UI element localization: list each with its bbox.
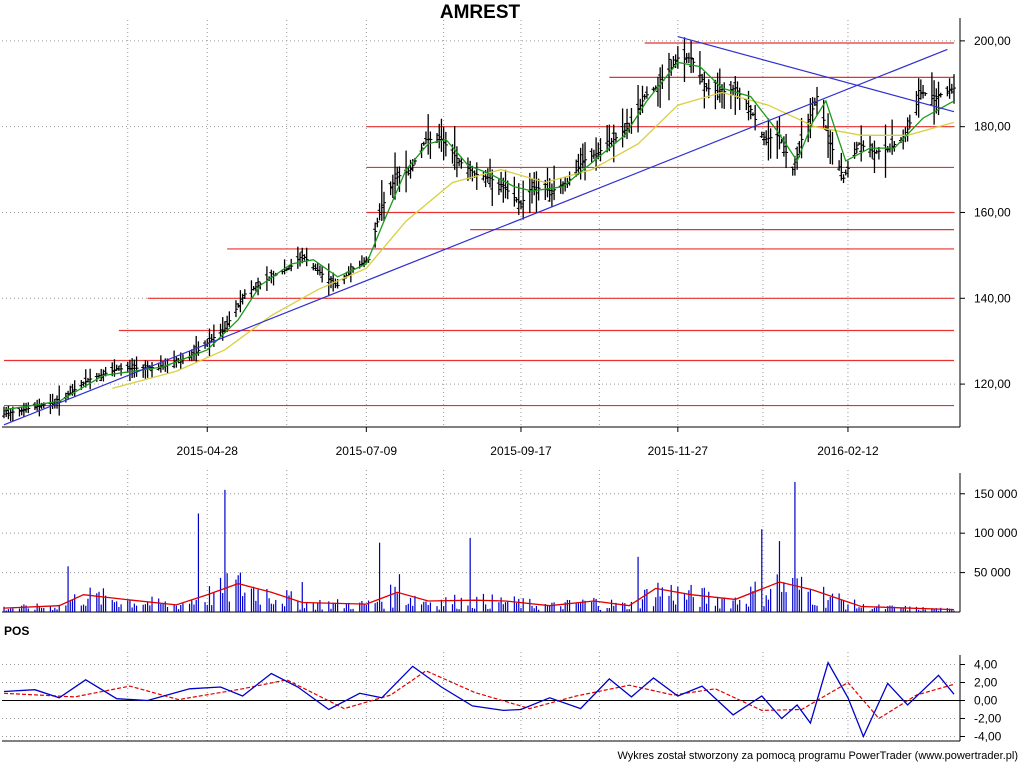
price-x-tick-label: 2015-09-17	[490, 444, 552, 458]
pos-panel-label: POS	[4, 624, 30, 638]
pos-y-tick-label: 4,00	[974, 658, 998, 672]
price-y-tick-label: 200,00	[974, 34, 1011, 48]
volume-y-tick-label: 50 000	[974, 566, 1011, 580]
pos-panel: -4,00 -2,00 0,00 2,00 4,00	[2, 652, 1002, 744]
pos-y-tick-label: 2,00	[974, 676, 998, 690]
chart-title: AMREST	[439, 2, 521, 23]
pos-y-tick-label: -4,00	[974, 730, 1002, 744]
price-x-tick-label: 2015-11-27	[648, 444, 709, 458]
moving-average-long	[112, 91, 955, 390]
pos-y-tick-label: 0,00	[974, 694, 998, 708]
price-x-tick-label: 2015-04-28	[177, 444, 239, 458]
price-x-tick-label: 2015-07-09	[336, 444, 398, 458]
volume-y-tick-label: 150 000	[974, 487, 1018, 501]
pos-oscillator-line	[3, 661, 955, 739]
pos-signal-line	[3, 670, 955, 720]
price-y-tick-label: 180,00	[974, 120, 1011, 134]
price-y-tick-label: 160,00	[974, 205, 1011, 219]
footer-credit: Wykres został stworzony za pomocą progra…	[617, 750, 1018, 762]
pos-y-tick-label: -2,00	[974, 712, 1002, 726]
volume-panel: 50 000 100 000 150 000	[2, 470, 1018, 613]
trend-line	[3, 48, 948, 426]
price-y-tick-label: 120,00	[974, 377, 1011, 391]
price-y-tick-label: 140,00	[974, 291, 1011, 305]
moving-average-short	[3, 61, 955, 411]
price-x-tick-label: 2016-02-12	[817, 444, 879, 458]
volume-y-tick-label: 100 000	[974, 526, 1018, 540]
volume-average-line	[3, 581, 955, 611]
price-panel: 120,00 140,00 160,00 180,00 200,00 2015-04-28…	[2, 18, 1011, 458]
trend-line	[677, 36, 955, 113]
